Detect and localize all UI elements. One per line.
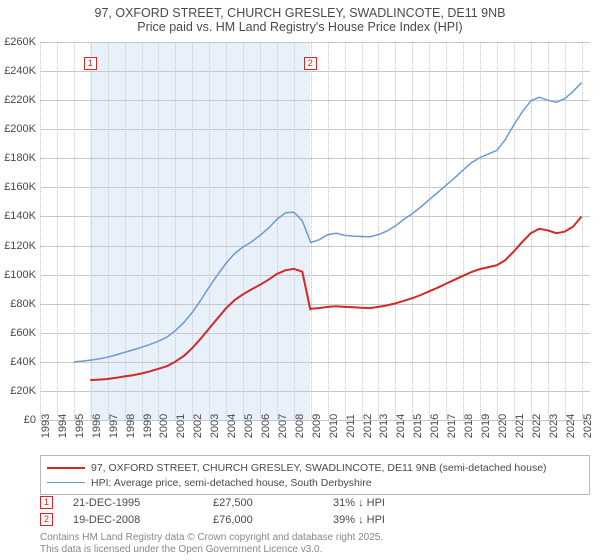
sale-marker-1: 1 xyxy=(40,496,53,509)
y-axis-label: £180K xyxy=(4,152,36,164)
legend: 97, OXFORD STREET, CHURCH GRESLEY, SWADL… xyxy=(40,455,590,495)
attribution-line-1: Contains HM Land Registry data © Crown c… xyxy=(40,532,383,544)
table-row: 2 19-DEC-2008 £76,000 39% ↓ HPI xyxy=(40,511,590,528)
title-line-2: Price paid vs. HM Land Registry's House … xyxy=(8,20,592,34)
table-row: 1 21-DEC-1995 £27,500 31% ↓ HPI xyxy=(40,494,590,511)
sale-marker-1: 1 xyxy=(84,57,97,70)
sales-table: 1 21-DEC-1995 £27,500 31% ↓ HPI 2 19-DEC… xyxy=(40,494,590,528)
attribution-text: Contains HM Land Registry data © Crown c… xyxy=(40,532,383,556)
sale-price: £27,500 xyxy=(213,497,333,509)
y-axis-label: £100K xyxy=(4,269,36,281)
legend-item-price-paid: 97, OXFORD STREET, CHURCH GRESLEY, SWADL… xyxy=(47,460,583,475)
title-line-1: 97, OXFORD STREET, CHURCH GRESLEY, SWADL… xyxy=(8,6,592,20)
y-axis-label: £120K xyxy=(4,240,36,252)
legend-label-price-paid: 97, OXFORD STREET, CHURCH GRESLEY, SWADL… xyxy=(91,462,547,474)
chart-title: 97, OXFORD STREET, CHURCH GRESLEY, SWADL… xyxy=(0,0,600,36)
chart-container: 97, OXFORD STREET, CHURCH GRESLEY, SWADL… xyxy=(0,0,600,560)
series-line-hpi xyxy=(74,83,582,362)
sale-date: 19-DEC-2008 xyxy=(73,514,213,526)
legend-swatch-price-paid xyxy=(47,467,85,469)
y-axis-label: £240K xyxy=(4,65,36,77)
y-axis-label: £260K xyxy=(4,36,36,48)
line-layer xyxy=(40,42,590,420)
attribution-line-2: This data is licensed under the Open Gov… xyxy=(40,544,383,556)
sale-diff: 39% ↓ HPI xyxy=(333,514,483,526)
y-axis-label: £80K xyxy=(10,298,36,310)
y-axis-label: £60K xyxy=(10,327,36,339)
y-axis-label: £20K xyxy=(10,385,36,397)
y-axis-label: £220K xyxy=(4,94,36,106)
sale-date: 21-DEC-1995 xyxy=(73,497,213,509)
legend-swatch-hpi xyxy=(47,482,85,484)
y-axis-label: £40K xyxy=(10,356,36,368)
y-axis-label: £140K xyxy=(4,210,36,222)
sale-price: £76,000 xyxy=(213,514,333,526)
sale-marker-2: 2 xyxy=(304,57,317,70)
legend-item-hpi: HPI: Average price, semi-detached house,… xyxy=(47,475,583,490)
legend-label-hpi: HPI: Average price, semi-detached house,… xyxy=(91,477,372,489)
plot-area: £0£20K£40K£60K£80K£100K£120K£140K£160K£1… xyxy=(40,42,590,420)
series-line-price_paid xyxy=(90,217,581,381)
y-axis-label: £0 xyxy=(24,414,36,426)
sale-diff: 31% ↓ HPI xyxy=(333,497,483,509)
y-axis-label: £200K xyxy=(4,123,36,135)
y-axis-label: £160K xyxy=(4,181,36,193)
sale-marker-2: 2 xyxy=(40,513,53,526)
